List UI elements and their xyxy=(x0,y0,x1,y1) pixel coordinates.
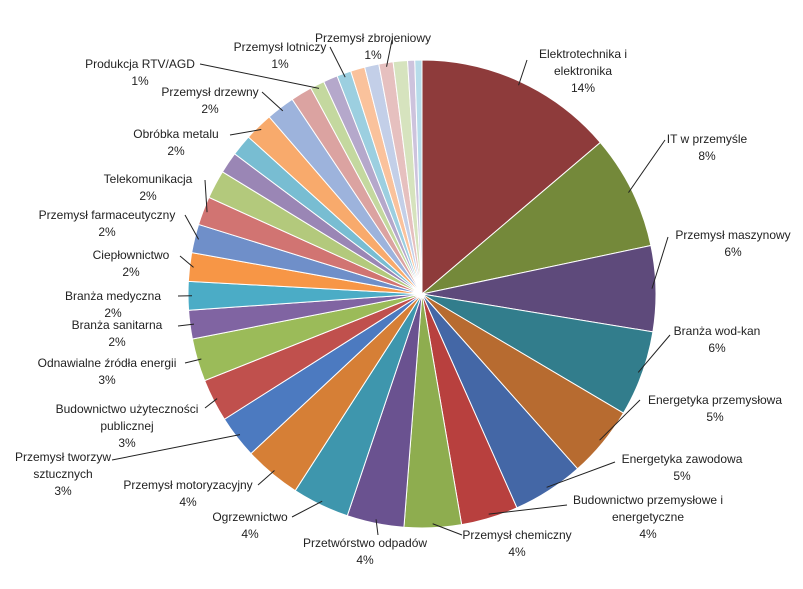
category-label: Branża wod-kan xyxy=(673,324,761,338)
value-label: 3% xyxy=(98,373,116,387)
value-label: 3% xyxy=(118,436,136,450)
leader-line xyxy=(111,434,241,461)
category-label: Przetwórstwo odpadów xyxy=(302,536,428,550)
leader-line xyxy=(599,399,641,441)
leader-line xyxy=(204,398,218,409)
value-label: 2% xyxy=(98,225,116,239)
category-label: Przemysł motoryzacyjny xyxy=(123,478,253,492)
leader-line xyxy=(261,91,284,112)
slice-label: Przetwórstwo odpadów 4% xyxy=(285,535,445,569)
leader-line xyxy=(204,179,208,213)
leader-line xyxy=(329,46,346,78)
value-label: 5% xyxy=(706,410,724,424)
category-label: Ciepłownictwo xyxy=(92,248,170,262)
slice-label: Przemysł motoryzacyjny 4% xyxy=(108,477,268,511)
category-label: Przemysł maszynowy xyxy=(675,228,791,242)
slice-label: Odnawialne źródła energii 3% xyxy=(22,355,192,389)
category-label: IT w przemyśle xyxy=(666,132,748,146)
value-label: 8% xyxy=(698,149,716,163)
leader-line xyxy=(488,504,568,515)
leader-line xyxy=(199,63,320,89)
leader-line xyxy=(179,255,194,268)
pie-slice xyxy=(414,59,423,295)
value-label: 4% xyxy=(356,553,374,567)
value-label: 2% xyxy=(108,335,126,349)
category-label: Energetyka przemysłowa xyxy=(647,393,783,407)
slice-label: Ogrzewnictwo 4% xyxy=(195,509,305,543)
value-label: 5% xyxy=(673,469,691,483)
value-label: 2% xyxy=(201,102,219,116)
category-label: Produkcja RTV/AGD xyxy=(85,57,195,71)
category-label: Branża medyczna xyxy=(64,289,162,303)
leader-line xyxy=(177,323,195,327)
value-label: 4% xyxy=(508,545,526,559)
category-label: Obróbka metalu xyxy=(133,127,219,141)
leader-line xyxy=(257,470,275,486)
leader-line xyxy=(546,461,616,488)
leader-line xyxy=(375,519,379,536)
category-label: Przemysł lotniczy xyxy=(233,40,327,54)
slice-label: Branża medyczna 2% xyxy=(53,288,173,322)
value-label: 14% xyxy=(570,81,596,95)
slice-label: Przemysł chemiczny 4% xyxy=(447,527,587,561)
leader-line xyxy=(386,39,393,67)
category-label: Przemysł chemiczny xyxy=(462,528,572,542)
value-label: 2% xyxy=(139,189,157,203)
value-label: 2% xyxy=(104,306,122,320)
slice-label: Branża sanitarna 2% xyxy=(57,317,177,351)
slice-label: Przemysł tworzyw sztucznych 3% xyxy=(8,449,118,500)
slice-label: Budownictwo użyteczności publicznej 3% xyxy=(47,401,207,452)
category-label: Energetyka zawodowa xyxy=(621,452,743,466)
category-label: Przemysł tworzyw sztucznych xyxy=(14,450,111,481)
slice-label: Ciepłownictwo 2% xyxy=(81,247,181,281)
slice-label: Branża wod-kan 6% xyxy=(662,323,772,357)
slice-label: Energetyka zawodowa 5% xyxy=(607,451,757,485)
leader-line xyxy=(518,59,528,86)
slice-label: Produkcja RTV/AGD 1% xyxy=(80,56,200,90)
leader-line xyxy=(229,128,262,136)
value-label: 6% xyxy=(724,245,742,259)
leader-line xyxy=(184,358,202,364)
slice-label: Przemysł lotniczy 1% xyxy=(225,39,335,73)
value-label: 3% xyxy=(54,484,72,498)
category-label: Elektrotechnika i elektronika xyxy=(538,47,628,78)
category-label: Branża sanitarna xyxy=(71,318,163,332)
leader-line xyxy=(637,334,671,373)
leader-line xyxy=(184,214,200,240)
slice-label: IT w przemyśle 8% xyxy=(652,131,762,165)
leader-line xyxy=(651,236,669,289)
slice-label: Przemysł drzewny 2% xyxy=(150,84,270,118)
value-label: 1% xyxy=(364,48,382,62)
category-label: Przemysł zbrojeniowy xyxy=(314,31,432,45)
slice-label: Przemysł zbrojeniowy 1% xyxy=(308,30,438,64)
value-label: 2% xyxy=(122,265,140,279)
value-label: 1% xyxy=(131,74,149,88)
slice-label: Przemysł farmaceutyczny 2% xyxy=(27,207,187,241)
category-label: Telekomunikacja xyxy=(103,172,193,186)
value-label: 4% xyxy=(241,527,259,541)
slice-label: Obróbka metalu 2% xyxy=(121,126,231,160)
value-label: 4% xyxy=(179,495,197,509)
category-label: Przemysł farmaceutyczny xyxy=(38,208,176,222)
leader-line xyxy=(291,500,323,518)
slice-label: Telekomunikacja 2% xyxy=(88,171,208,205)
category-label: Ogrzewnictwo xyxy=(212,510,288,524)
category-label: Budownictwo użyteczności publicznej xyxy=(55,402,199,433)
pie-slice xyxy=(421,141,652,295)
value-label: 1% xyxy=(271,57,289,71)
leader-line xyxy=(628,139,666,193)
value-label: 4% xyxy=(639,527,657,541)
category-label: Odnawialne źródła energii xyxy=(37,356,177,370)
slice-label: Energetyka przemysłowa 5% xyxy=(635,392,795,426)
slice-label: Elektrotechnika i elektronika 14% xyxy=(523,46,643,97)
value-label: 6% xyxy=(708,341,726,355)
leader-line xyxy=(432,523,463,536)
slice-label: Budownictwo przemysłowe i energetyczne 4% xyxy=(563,492,733,543)
category-label: Przemysł drzewny xyxy=(161,85,259,99)
slice-label: Przemysł maszynowy 6% xyxy=(663,227,803,261)
value-label: 2% xyxy=(167,144,185,158)
category-label: Budownictwo przemysłowe i energetyczne xyxy=(572,493,724,524)
